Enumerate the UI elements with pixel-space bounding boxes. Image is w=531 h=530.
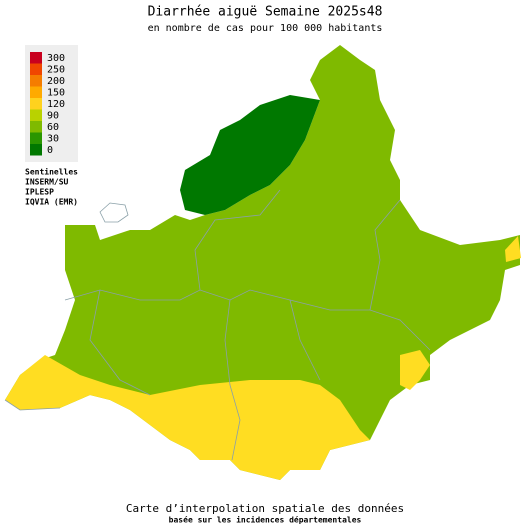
- title: Diarrhée aiguë Semaine 2025s48: [148, 5, 383, 20]
- legend-label: 150: [47, 88, 65, 99]
- legend-label: 200: [47, 76, 65, 87]
- legend-swatch: [30, 132, 42, 144]
- legend-swatch: [30, 63, 42, 75]
- region-120: [505, 236, 521, 262]
- source-line: IPLESP: [25, 188, 54, 197]
- region-120: [5, 355, 370, 480]
- legend-swatch: [30, 52, 42, 64]
- region-120: [400, 350, 430, 390]
- legend-label: 60: [47, 122, 59, 133]
- map: [4, 45, 521, 480]
- department-border: [4, 399, 61, 411]
- department-border: [89, 289, 151, 396]
- region-60: [5, 45, 520, 480]
- department-border: [194, 189, 281, 291]
- legend-swatch: [30, 86, 42, 98]
- subtitle: en nombre de cas pour 100 000 habitants: [148, 23, 383, 34]
- legend-swatch: [30, 109, 42, 121]
- department-border: [224, 299, 241, 461]
- department-border: [369, 199, 401, 311]
- legend-label: 30: [47, 134, 59, 145]
- legend-label: 300: [47, 53, 65, 64]
- footer-line1: Carte d’interpolation spatiale des donné…: [126, 502, 404, 515]
- source-line: INSERM/SU: [25, 178, 69, 187]
- legend-label: 120: [47, 99, 65, 110]
- legend-swatch: [30, 75, 42, 87]
- legend-label: 90: [47, 111, 59, 122]
- legend-label: 250: [47, 65, 65, 76]
- footer-line2: basée sur les incidences départementales: [169, 515, 362, 525]
- source-line: IQVIA (EMR): [25, 198, 78, 207]
- legend-swatch: [30, 144, 42, 156]
- region-30: [180, 95, 320, 215]
- department-border: [289, 299, 321, 381]
- enclave: [99, 202, 129, 223]
- legend-label: 0: [47, 145, 53, 156]
- legend-swatch: [30, 98, 42, 110]
- source-line: Sentinelles: [25, 167, 78, 177]
- legend-swatch: [30, 121, 42, 133]
- department-border: [64, 289, 431, 351]
